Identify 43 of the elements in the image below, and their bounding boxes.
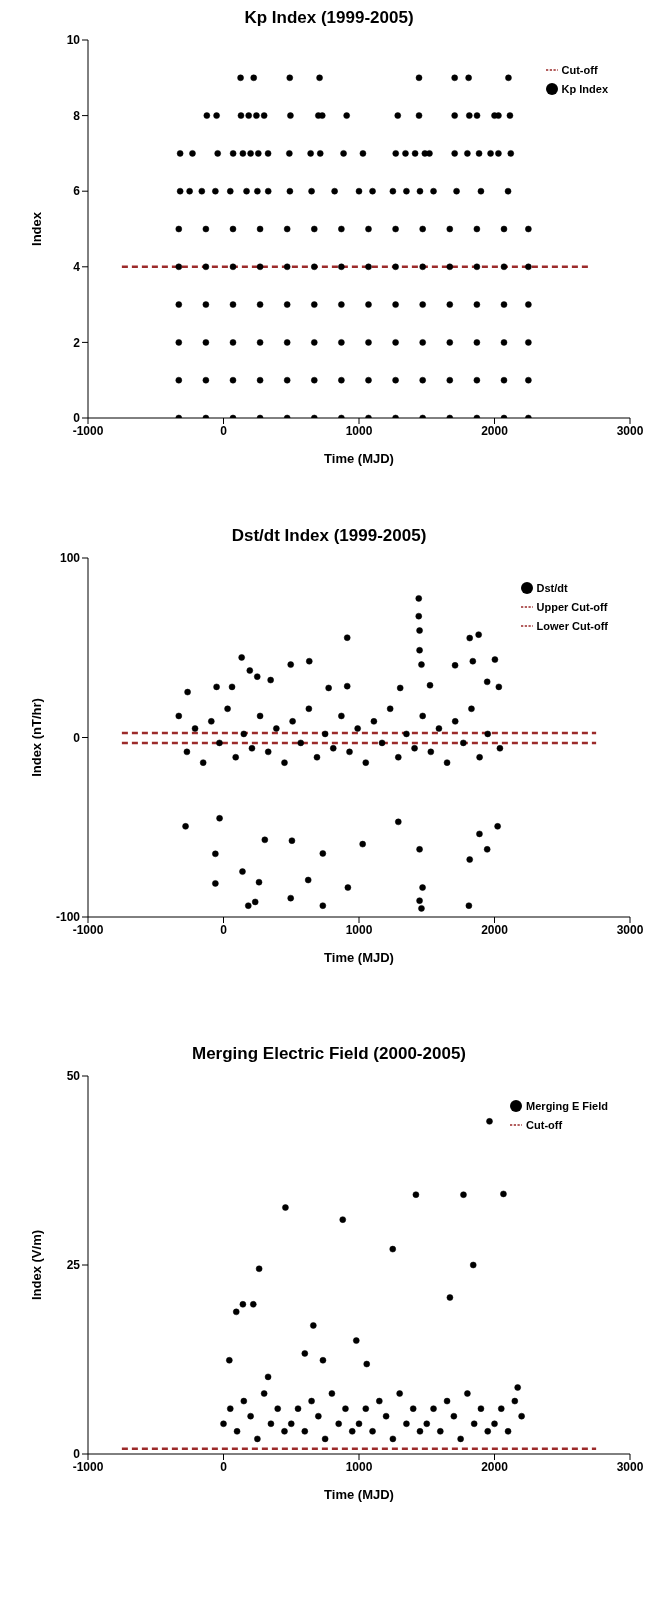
y-tick-label: 100 [59, 551, 81, 566]
chart-title: Kp Index (1999-2005) [243, 8, 415, 29]
legend-label: Lower Cut-off [536, 620, 608, 632]
legend-label: Kp Index [561, 83, 608, 95]
x-tick-label: 2000 [481, 922, 509, 937]
y-tick-label: 10 [66, 33, 81, 48]
y-axis-title: Index (nT/hr) [28, 698, 44, 777]
x-tick-label: -1000 [72, 423, 104, 438]
y-tick-label: 0 [73, 411, 81, 426]
y-axis-title: Index (V/m) [28, 1229, 44, 1301]
legend-label: Merging E Field [526, 1100, 608, 1112]
x-axis-title: Time (MJD) [324, 950, 394, 965]
legend-label: Cut-off [561, 64, 598, 76]
y-tick-label: 8 [73, 108, 81, 123]
x-tick-label: 0 [220, 1459, 228, 1474]
y-tick-label: 0 [73, 730, 81, 745]
y-tick-label: 2 [73, 335, 81, 350]
x-tick-label: 0 [220, 423, 228, 438]
y-tick-label: 4 [73, 260, 81, 275]
chart-title: Dst/dt Index (1999-2005) [230, 526, 428, 547]
x-tick-label: -1000 [72, 922, 104, 937]
x-tick-label: 3000 [616, 423, 644, 438]
y-tick-label: 0 [73, 1447, 81, 1462]
legend-label: Upper Cut-off [536, 601, 608, 613]
x-tick-label: 2000 [481, 423, 509, 438]
x-tick-label: 1000 [345, 922, 373, 937]
legend-label: Cut-off [526, 1119, 563, 1131]
y-tick-label: 25 [66, 1258, 81, 1273]
x-tick-label: 3000 [616, 922, 644, 937]
y-tick-label: -100 [55, 910, 81, 925]
chart-title: Merging Electric Field (2000-2005) [191, 1044, 467, 1065]
x-tick-label: 3000 [616, 1459, 644, 1474]
x-axis-title: Time (MJD) [324, 451, 394, 466]
x-tick-label: -1000 [72, 1459, 104, 1474]
legend-label: Dst/dt [536, 582, 568, 594]
y-axis-title: Index [28, 211, 44, 246]
x-tick-label: 1000 [345, 1459, 373, 1474]
y-tick-label: 6 [73, 184, 81, 199]
y-tick-label: 50 [66, 1069, 81, 1084]
x-tick-label: 2000 [481, 1459, 509, 1474]
x-tick-label: 1000 [345, 423, 373, 438]
x-axis-title: Time (MJD) [324, 1487, 394, 1502]
x-tick-label: 0 [220, 922, 228, 937]
